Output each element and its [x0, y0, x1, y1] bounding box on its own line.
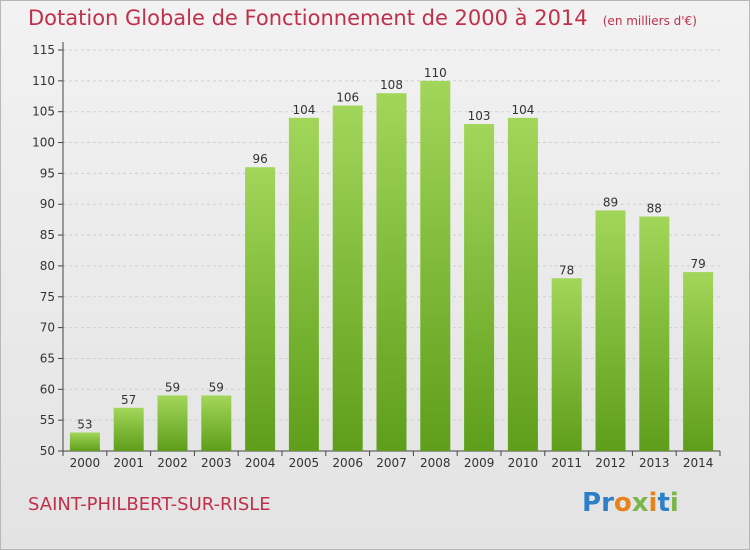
bar-2006	[332, 105, 363, 452]
data-label-2012: 89	[603, 195, 618, 209]
x-tick-label-2007: 2007	[376, 456, 407, 470]
data-label-2007: 108	[380, 78, 403, 92]
x-tick-label-2001: 2001	[113, 456, 144, 470]
y-tick-label: 50	[40, 444, 55, 458]
x-tick-label-2006: 2006	[332, 456, 363, 470]
y-tick-label: 90	[40, 197, 55, 211]
bar-2010	[507, 117, 538, 451]
y-tick-label: 80	[40, 259, 55, 273]
x-tick-label-2002: 2002	[157, 456, 188, 470]
bar-2014	[683, 272, 714, 451]
data-label-2014: 79	[690, 257, 705, 271]
y-tick-label: 110	[32, 74, 55, 88]
bars	[69, 80, 714, 452]
y-tick-label: 85	[40, 228, 55, 242]
x-tick-label-2011: 2011	[551, 456, 582, 470]
data-label-2003: 59	[209, 380, 224, 394]
data-label-2008: 110	[424, 66, 447, 80]
data-label-2005: 104	[292, 103, 315, 117]
bar-2005	[288, 117, 319, 451]
bar-2007	[376, 93, 407, 451]
y-tick-label: 105	[32, 105, 55, 119]
bar-2001	[113, 407, 144, 451]
x-tick-label-2003: 2003	[201, 456, 232, 470]
x-tick-label-2009: 2009	[464, 456, 495, 470]
bar-2011	[551, 278, 582, 451]
commune-name: SAINT-PHILBERT-SUR-RISLE	[28, 494, 271, 515]
bar-2000	[69, 432, 100, 451]
x-tick-label-2010: 2010	[508, 456, 539, 470]
y-tick-label: 95	[40, 166, 55, 180]
bar-2009	[464, 124, 495, 452]
y-tick-label: 100	[32, 136, 55, 150]
bar-2013	[639, 216, 670, 451]
x-tick-label-2000: 2000	[70, 456, 101, 470]
bar-2008	[420, 80, 451, 451]
y-tick-label: 115	[32, 43, 55, 57]
data-label-2009: 103	[468, 109, 491, 123]
bar-2004	[245, 167, 276, 451]
data-label-2000: 53	[77, 417, 92, 431]
chart-title: Dotation Globale de Fonctionnement de 20…	[28, 6, 588, 30]
data-label-2013: 88	[647, 202, 662, 216]
title-block: Dotation Globale de Fonctionnement de 20…	[28, 6, 697, 30]
y-tick-label: 75	[40, 290, 55, 304]
x-tick-label-2004: 2004	[245, 456, 276, 470]
bar-2012	[595, 210, 626, 451]
y-tick-label: 65	[40, 351, 55, 365]
x-tick-label-2014: 2014	[683, 456, 714, 470]
proxiti-logo: Proxiti	[582, 488, 679, 518]
x-tick-label-2005: 2005	[289, 456, 320, 470]
x-tick-label-2013: 2013	[639, 456, 670, 470]
y-tick-label: 60	[40, 382, 55, 396]
x-tick-label-2008: 2008	[420, 456, 451, 470]
data-label-2011: 78	[559, 263, 574, 277]
data-labels: 53 2000 57 2001 59 2002 59 2003 96 2004 104 2005 106…	[70, 66, 714, 470]
x-tick-label-2012: 2012	[595, 456, 626, 470]
bar-2002	[157, 395, 188, 451]
chart-subtitle: (en milliers d'€)	[602, 14, 697, 28]
y-tick-label: 55	[40, 413, 55, 427]
data-label-2010: 104	[511, 103, 534, 117]
data-label-2006: 106	[336, 91, 359, 105]
y-tick-label: 70	[40, 321, 55, 335]
data-label-2004: 96	[252, 152, 267, 166]
bar-2003	[201, 395, 232, 451]
data-label-2001: 57	[121, 393, 136, 407]
data-label-2002: 59	[165, 380, 180, 394]
